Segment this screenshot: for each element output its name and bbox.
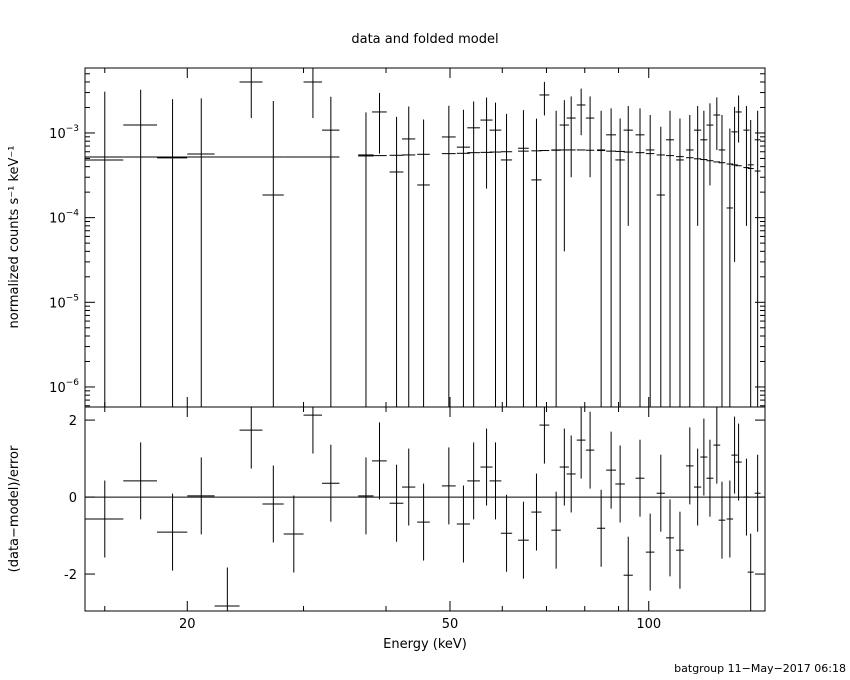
bottom-plot [85,407,765,611]
y-axis-label: (data−model)/error [7,445,22,572]
y-tick-label: 0 [69,491,77,506]
y-tick-label: -2 [64,568,77,583]
x-tick-label: 100 [636,617,661,632]
y-axis-label: normalized counts s⁻¹ keV⁻¹ [7,146,22,329]
chart-title: data and folded model [351,32,498,47]
x-tick-label: 50 [442,617,459,632]
x-tick-label: 20 [179,617,196,632]
y-tick-base: 10 [49,296,66,311]
y-tick-base: 10 [49,381,66,396]
y-tick-label: 10−5 [49,293,79,311]
y-tick-base: 10 [49,212,66,227]
y-tick-label: 10−3 [49,124,79,142]
y-tick-exponent: −6 [66,378,80,388]
plot-frame [84,406,766,612]
y-tick-exponent: −5 [66,293,79,303]
x-axis-label: Energy (keV) [383,637,467,652]
y-tick-label: 2 [69,414,77,429]
y-tick-exponent: −4 [66,209,80,219]
y-tick-base: 10 [49,127,66,142]
y-tick-label: 10−4 [49,209,79,227]
top-plot [85,68,761,407]
footer: batgroup 11−May−2017 06:18 [674,662,846,675]
y-tick-label: 10−6 [49,378,79,396]
y-tick-exponent: −3 [66,124,79,134]
